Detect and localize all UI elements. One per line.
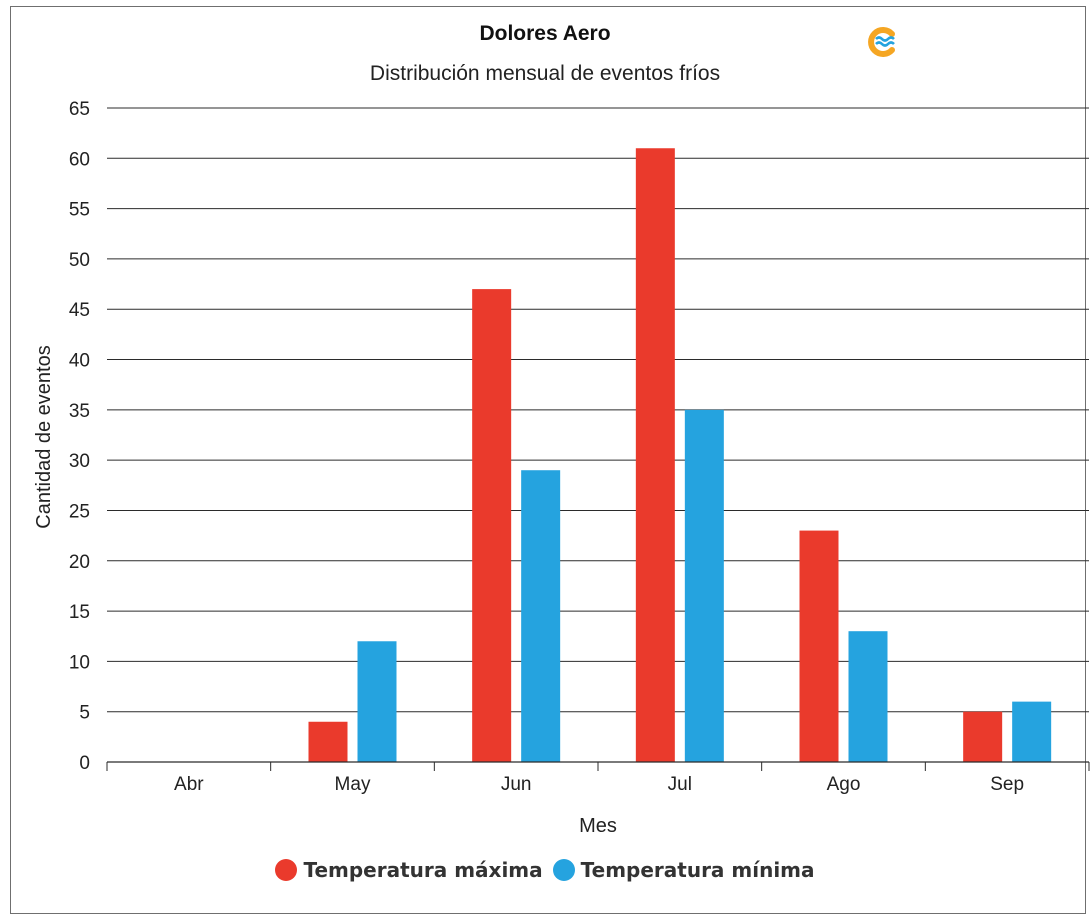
legend-item-min[interactable]: Temperatura mínima	[552, 858, 815, 882]
legend-item-max[interactable]: Temperatura máxima	[275, 858, 543, 882]
legend-swatch-min	[552, 859, 575, 881]
x-axis-title: Mes	[579, 815, 617, 837]
y-axis-title: Cantidad de eventos	[33, 345, 55, 528]
y-tick-label: 60	[69, 149, 90, 170]
y-tick-label: 45	[69, 300, 90, 321]
legend-label-max: Temperatura máxima	[303, 858, 543, 882]
chart-title: Dolores Aero	[479, 22, 611, 45]
y-tick-label: 10	[69, 652, 90, 673]
y-tick-label: 35	[69, 401, 90, 422]
bar-min[interactable]	[1012, 701, 1052, 762]
y-tick-label: 30	[69, 451, 90, 472]
wave-logo-icon	[868, 27, 895, 57]
x-tick-label: May	[335, 774, 371, 795]
y-tick-label: 5	[79, 703, 90, 724]
bar-min[interactable]	[848, 631, 888, 762]
y-tick-label: 0	[79, 753, 90, 774]
legend-swatch-max	[275, 859, 298, 881]
y-tick-label: 15	[69, 602, 90, 623]
x-tick-label: Abr	[174, 774, 204, 795]
bars	[308, 148, 1052, 762]
bar-max[interactable]	[472, 289, 512, 762]
grid-lines	[107, 107, 1089, 713]
x-tick-label: Jun	[501, 774, 532, 795]
bar-max[interactable]	[963, 711, 1003, 762]
bar-min[interactable]	[357, 641, 397, 762]
x-tick-label: Ago	[827, 774, 861, 795]
x-tick-label: Sep	[990, 774, 1024, 795]
x-tick-labels: Abr May Jun Jul Ago Sep	[174, 774, 1024, 795]
legend: Temperatura máxima Temperatura mínima	[0, 858, 1090, 882]
x-tick-label: Jul	[668, 774, 692, 795]
y-tick-labels: 0 5 10 15 20 25 30 35 40 45 50 55 60 65	[69, 99, 90, 774]
y-tick-label: 55	[69, 200, 90, 221]
y-tick-label: 50	[69, 250, 90, 271]
axes	[106, 761, 1090, 771]
y-tick-label: 25	[69, 501, 90, 522]
y-tick-label: 40	[69, 351, 90, 372]
chart-subtitle: Distribución mensual de eventos fríos	[369, 62, 721, 85]
y-tick-label: 65	[69, 99, 90, 120]
y-tick-label: 20	[69, 552, 90, 573]
bar-min[interactable]	[521, 470, 561, 762]
bar-max[interactable]	[635, 148, 675, 762]
bar-min[interactable]	[684, 409, 724, 762]
bar-max[interactable]	[308, 721, 348, 762]
legend-label-min: Temperatura mínima	[580, 858, 815, 882]
bar-max[interactable]	[799, 530, 839, 762]
